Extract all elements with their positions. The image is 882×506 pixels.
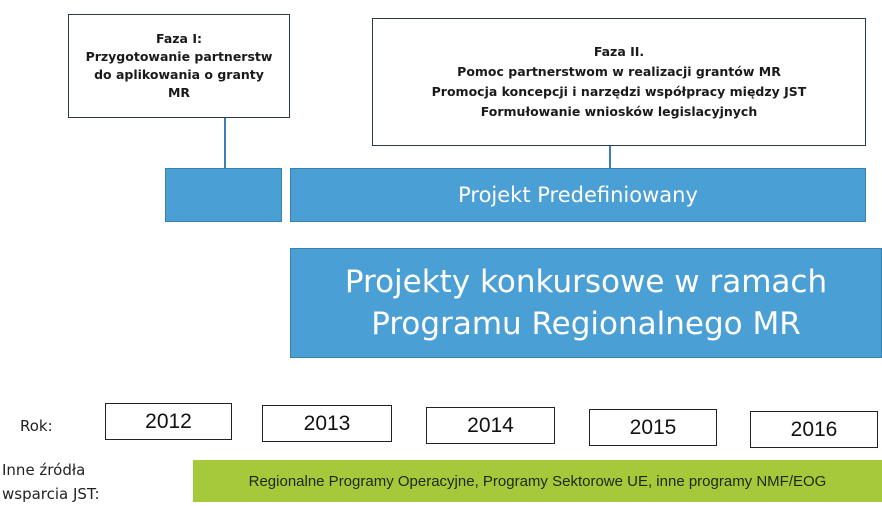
predefined-bar: Projekt Predefiniowany: [290, 168, 866, 222]
connector: [609, 146, 611, 168]
other-label: Inne źródła wsparcia JST:: [2, 458, 100, 506]
year-label: Rok:: [20, 417, 53, 435]
year: 2015: [629, 415, 677, 439]
phase2-line: Faza II.: [593, 44, 645, 59]
other-label-line: wsparcia JST:: [2, 485, 100, 503]
connector: [224, 118, 226, 168]
year: 2012: [145, 409, 192, 433]
phase2-line: Promocja koncepcji i narzędzi współpracy…: [431, 84, 807, 99]
phase1-line: Przygotowanie partnerstw: [85, 49, 273, 64]
phase1-bar: [165, 168, 282, 222]
year-box: 2015: [589, 409, 717, 446]
phase2-box: Faza II. Pomoc partnerstwom w realizacji…: [372, 18, 866, 146]
other-sources-bar: Regionalne Programy Operacyjne, Programy…: [193, 460, 882, 502]
year: 2016: [790, 417, 838, 441]
year-box: 2012: [105, 403, 232, 440]
phase1-box: Faza I: Przygotowanie partnerstw do apli…: [68, 14, 290, 118]
year-box: 2016: [750, 411, 878, 448]
competitive-bar: Projekty konkursowe w ramach Programu Re…: [290, 248, 882, 358]
predefined-label: Projekt Predefiniowany: [458, 183, 698, 207]
competitive-line: Programu Regionalnego MR: [371, 306, 801, 342]
phase1-line: MR: [167, 85, 191, 100]
phase2-line: Pomoc partnerstwom w realizacji grantów …: [457, 64, 781, 79]
year: 2013: [303, 411, 351, 435]
other-sources-text: Regionalne Programy Operacyjne, Programy…: [248, 472, 827, 490]
phase1-line: do aplikowania o granty: [94, 67, 264, 82]
year-box: 2014: [426, 407, 555, 444]
phase2-line: Formułowanie wniosków legislacyjnych: [480, 104, 758, 119]
other-label-line: Inne źródła: [2, 461, 86, 479]
year-box: 2013: [262, 405, 392, 442]
competitive-line: Projekty konkursowe w ramach: [344, 264, 828, 300]
year: 2014: [467, 413, 514, 437]
phase1-line: Faza I:: [156, 31, 202, 46]
